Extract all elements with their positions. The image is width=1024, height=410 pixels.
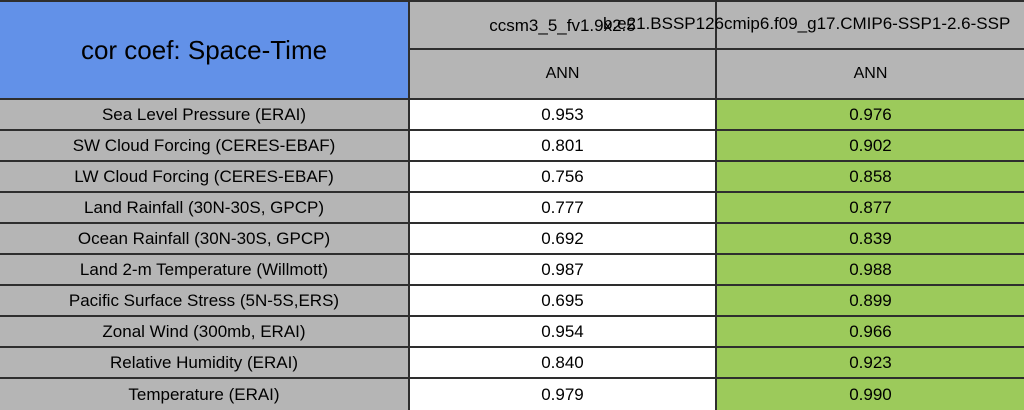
model1-season: ANN — [410, 50, 717, 100]
row-label: Land 2-m Temperature (Willmott) — [0, 255, 410, 286]
row-label: Sea Level Pressure (ERAI) — [0, 100, 410, 131]
row-label: Pacific Surface Stress (5N-5S,ERS) — [0, 286, 410, 317]
row-label: Temperature (ERAI) — [0, 379, 410, 410]
row-label: Ocean Rainfall (30N-30S, GPCP) — [0, 224, 410, 255]
value-cell-model2: 0.923 — [717, 348, 1024, 379]
row-label: LW Cloud Forcing (CERES-EBAF) — [0, 162, 410, 193]
value-cell-model1: 0.953 — [410, 100, 717, 131]
value-cell-model1: 0.692 — [410, 224, 717, 255]
row-label: Land Rainfall (30N-30S, GPCP) — [0, 193, 410, 224]
value-cell-model1: 0.840 — [410, 348, 717, 379]
value-cell-model1: 0.979 — [410, 379, 717, 410]
value-cell-model2: 0.976 — [717, 100, 1024, 131]
row-label: SW Cloud Forcing (CERES-EBAF) — [0, 131, 410, 162]
model2-header-cell — [717, 2, 1024, 50]
value-cell-model1: 0.954 — [410, 317, 717, 348]
value-cell-model2: 0.899 — [717, 286, 1024, 317]
value-cell-model2: 0.966 — [717, 317, 1024, 348]
value-cell-model2: 0.839 — [717, 224, 1024, 255]
value-cell-model1: 0.987 — [410, 255, 717, 286]
value-cell-model2: 0.988 — [717, 255, 1024, 286]
value-cell-model2: 0.990 — [717, 379, 1024, 410]
model2-season: ANN — [717, 50, 1024, 100]
value-cell-model2: 0.858 — [717, 162, 1024, 193]
row-label: Relative Humidity (ERAI) — [0, 348, 410, 379]
value-cell-model1: 0.801 — [410, 131, 717, 162]
value-cell-model2: 0.877 — [717, 193, 1024, 224]
value-cell-model1: 0.695 — [410, 286, 717, 317]
value-cell-model1: 0.756 — [410, 162, 717, 193]
value-cell-model1: 0.777 — [410, 193, 717, 224]
model1-header: ccsm3_5_fv1.9x2.5 — [410, 2, 717, 50]
row-label: Zonal Wind (300mb, ERAI) — [0, 317, 410, 348]
table-title: cor coef: Space-Time — [0, 2, 410, 100]
value-cell-model2: 0.902 — [717, 131, 1024, 162]
